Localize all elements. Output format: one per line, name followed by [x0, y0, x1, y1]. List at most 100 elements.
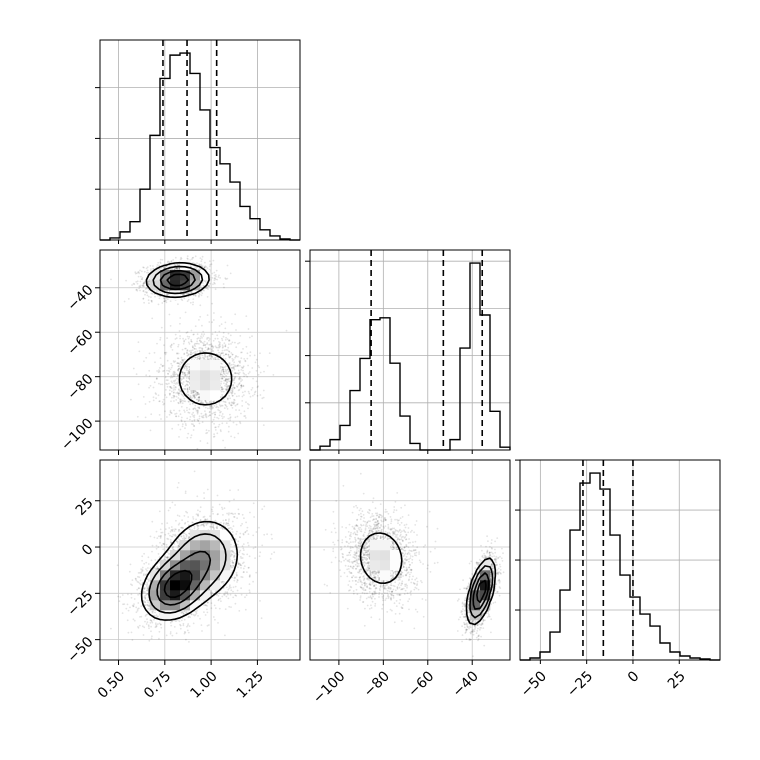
scatter-point [145, 561, 148, 564]
scatter-point [216, 416, 219, 419]
scatter-point [196, 411, 199, 414]
scatter-point [188, 396, 191, 398]
scatter-point [146, 287, 149, 290]
scatter-point [136, 608, 139, 610]
scatter-point [191, 352, 194, 355]
scatter-point [143, 266, 145, 269]
panel-frame [99, 249, 301, 451]
scatter-point [204, 346, 207, 349]
scatter-point [198, 319, 200, 321]
scatter-point [238, 382, 241, 384]
scatter-point [229, 355, 232, 358]
scatter-point [181, 372, 184, 374]
scatter-point [194, 392, 197, 395]
scatter-point [208, 343, 211, 346]
scatter-point [185, 292, 188, 295]
scatter-point [175, 268, 178, 270]
scatter-point [217, 349, 220, 352]
scatter-point [140, 270, 143, 273]
scatter-point [186, 372, 189, 374]
scatter-point [203, 289, 205, 292]
scatter-point [172, 360, 175, 362]
scatter-point [242, 384, 245, 387]
scatter-point [152, 267, 155, 270]
scatter-point [232, 401, 235, 404]
scatter-point [172, 392, 175, 394]
scatter-point [179, 390, 182, 393]
scatter-point [135, 281, 138, 283]
scatter-point [211, 345, 213, 347]
scatter-point [221, 388, 223, 390]
scatter-point [248, 392, 251, 395]
scatter-point [251, 335, 253, 338]
scatter-point [198, 357, 201, 360]
scatter-point [179, 258, 182, 261]
scatter-point [218, 409, 221, 412]
scatter-point [210, 405, 212, 407]
scatter-point [181, 348, 184, 351]
scatter-point [223, 373, 226, 376]
contour-lines [145, 261, 233, 406]
scatter-point [224, 378, 227, 381]
scatter-point [214, 356, 217, 359]
scatter-point [174, 338, 177, 340]
scatter-point [192, 423, 194, 426]
scatter-point [179, 337, 182, 340]
scatter-point [225, 353, 227, 356]
scatter-point [123, 300, 126, 303]
scatter-point [213, 411, 216, 414]
scatter-point [186, 391, 189, 394]
scatter-point [183, 340, 186, 343]
scatter-point [158, 630, 161, 633]
scatter-point [213, 271, 216, 274]
scatter-point [205, 286, 208, 289]
scatter-point [241, 385, 243, 388]
scatter-point [156, 370, 159, 372]
scatter-point [180, 356, 183, 359]
scatter-point [136, 289, 139, 292]
scatter-point [222, 283, 225, 285]
scatter-point [185, 380, 188, 383]
scatter-point [217, 344, 220, 347]
scatter-point [195, 390, 198, 393]
scatter-point [247, 372, 250, 375]
scatter-point [205, 414, 208, 416]
scatter-point [148, 302, 150, 304]
scatter-point [182, 388, 185, 390]
scatter-point [141, 566, 144, 569]
scatter-point [178, 620, 181, 623]
scatter-point [173, 382, 176, 384]
scatter-point [166, 293, 168, 296]
scatter-point [211, 302, 214, 305]
scatter-point [200, 415, 203, 418]
scatter-point [192, 395, 195, 397]
scatter-point [222, 352, 225, 354]
scatter-point [226, 372, 229, 375]
scatter-point [220, 352, 223, 355]
scatter-point [190, 353, 193, 356]
scatter-point [231, 323, 233, 325]
scatter-point [206, 296, 209, 298]
scatter-point [204, 344, 207, 347]
scatter-point [174, 373, 177, 376]
scatter-point [234, 404, 237, 407]
scatter-point [179, 402, 182, 404]
scatter-point [127, 609, 130, 612]
scatter-point [170, 260, 173, 262]
scatter-point [198, 358, 201, 360]
scatter-point [141, 276, 144, 279]
scatter-point [229, 356, 232, 358]
scatter-point [170, 260, 173, 263]
scatter-point [240, 357, 243, 360]
scatter-point [170, 541, 173, 544]
scatter-point [225, 388, 228, 391]
scatter-point [218, 343, 221, 345]
scatter-point [244, 390, 246, 393]
scatter-point [230, 566, 233, 569]
scatter-point [239, 376, 241, 378]
scatter-point [110, 278, 112, 281]
scatter-point [174, 264, 177, 267]
scatter-point [172, 389, 175, 391]
density-cell [180, 260, 191, 271]
scatter-point [223, 400, 226, 403]
